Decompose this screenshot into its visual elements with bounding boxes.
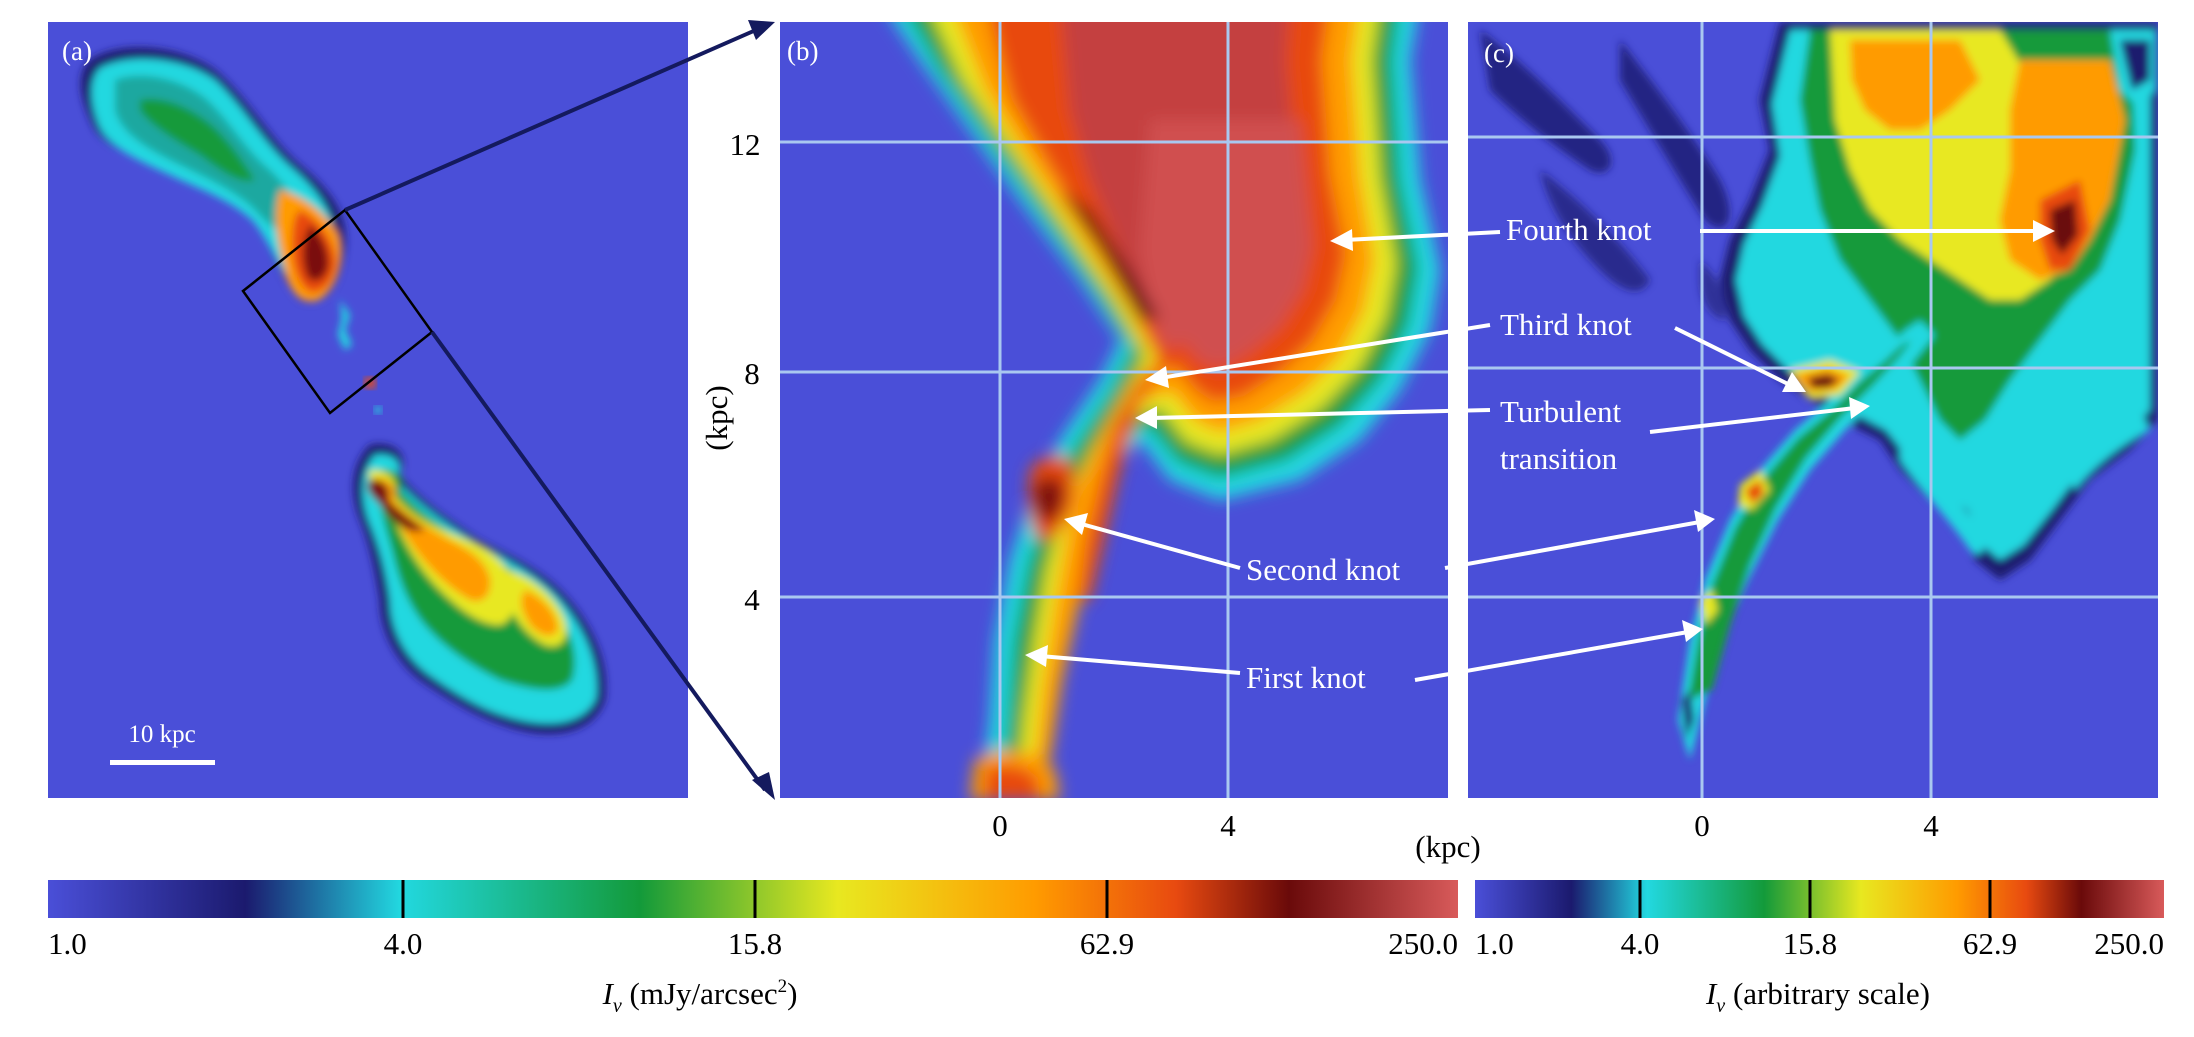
panel-a: 10 kpc (a) [48,22,688,798]
arrowhead-turbulent-b [1135,406,1157,429]
simulation-image-c [1480,22,2158,760]
colorbar-left-tick-4: 4.0 [384,926,423,961]
panel-c-x-tick-4: 4 [1923,808,1939,843]
colorbar-left-tick-250: 250.0 [1388,926,1458,961]
arrow-third-knot-b [1159,323,1491,380]
colorbar-left-tick-15: 15.8 [728,926,782,961]
label-first-knot: First knot [1246,660,1366,695]
arrowhead-second-knot-c [1694,510,1715,532]
colorbar-left-tick-62: 62.9 [1080,926,1134,961]
colorbar-right-tick-1: 1.0 [1475,926,1514,961]
arrow-fourth-knot-b [1344,230,1501,242]
panel-b-x-tick-4: 4 [1220,808,1236,843]
y-tick-8: 8 [744,356,760,391]
colorbar-right-tick-250: 250.0 [2094,926,2164,961]
arrowhead-third-knot-c [1782,372,1806,392]
colorbar-left: 1.0 4.0 15.8 62.9 250.0 Iν (mJy/arcsec2) [48,880,1458,1017]
arrowhead-fourth-knot-b [1330,229,1353,251]
arrow-first-knot-c [1414,630,1689,682]
zoom-arrow-bottom [430,330,767,792]
colorbar-right-gradient [1475,880,2164,918]
arrow-second-knot-b [1077,521,1241,570]
arrow-second-knot-c [1444,520,1701,570]
zoom-arrows [344,20,775,800]
arrowhead-first-knot-c [1682,620,1703,642]
label-second-knot: Second knot [1246,552,1401,587]
colorbar-right-tick-4: 4.0 [1621,926,1660,961]
arrowhead-third-knot-b [1145,366,1169,388]
panel-b-x-tick-0: 0 [992,808,1008,843]
arrow-turbulent-c [1649,406,1856,434]
x-axis-label: (kpc) [1415,829,1480,864]
arrow-third-knot-c [1674,326,1793,388]
panel-b: (b) 12 8 4 (kpc) 0 4 [699,22,1448,843]
y-axis-label: (kpc) [699,385,734,450]
label-fourth-knot: Fourth knot [1506,212,1652,247]
radio-source-image-a: 10 kpc [80,47,606,765]
arrow-turbulent-b [1149,408,1491,420]
scale-bar [110,760,215,765]
zoom-arrow-top [344,24,766,212]
colorbar-right-label: Iν (arbitrary scale) [1705,976,1930,1017]
panel-c-x-tick-0: 0 [1694,808,1710,843]
scale-bar-label: 10 kpc [128,721,195,748]
panel-b-label: (b) [787,36,818,66]
arrowhead-fourth-knot-c [2033,220,2055,242]
label-third-knot: Third knot [1500,307,1632,342]
arrowhead-first-knot-b [1025,645,1048,667]
colorbar-right: 1.0 4.0 15.8 62.9 250.0 Iν (arbitrary sc… [1475,880,2164,1017]
annotation-labels: Fourth knot Third knot Turbulent transit… [1246,212,1652,695]
panel-c-grid [1468,22,2158,798]
label-turbulent-line2: transition [1500,441,1618,476]
panel-c: (c) 0 4 [1468,22,2158,843]
colorbar-left-gradient [48,880,1458,918]
panel-c-label: (c) [1484,38,1514,68]
colorbar-left-label: Iν (mJy/arcsec2) [602,976,798,1017]
colorbar-right-tick-15: 15.8 [1783,926,1837,961]
panel-a-label: (a) [62,36,92,66]
arrowhead-turbulent-c [1849,397,1870,419]
zoom-arrowhead-bottom [752,772,775,800]
zoomed-jet-image-b [894,22,1440,798]
arrow-first-knot-b [1039,654,1241,675]
arrowhead-second-knot-b [1064,513,1088,535]
colorbar-right-tick-62: 62.9 [1963,926,2017,961]
colorbar-left-tick-1: 1.0 [48,926,87,961]
y-tick-12: 12 [730,127,761,162]
y-tick-4: 4 [744,582,760,617]
annotation-arrows [1025,220,2055,682]
panel-b-grid [780,22,1448,798]
label-turbulent-line1: Turbulent [1500,394,1622,429]
zoom-arrowhead-top [748,20,775,40]
